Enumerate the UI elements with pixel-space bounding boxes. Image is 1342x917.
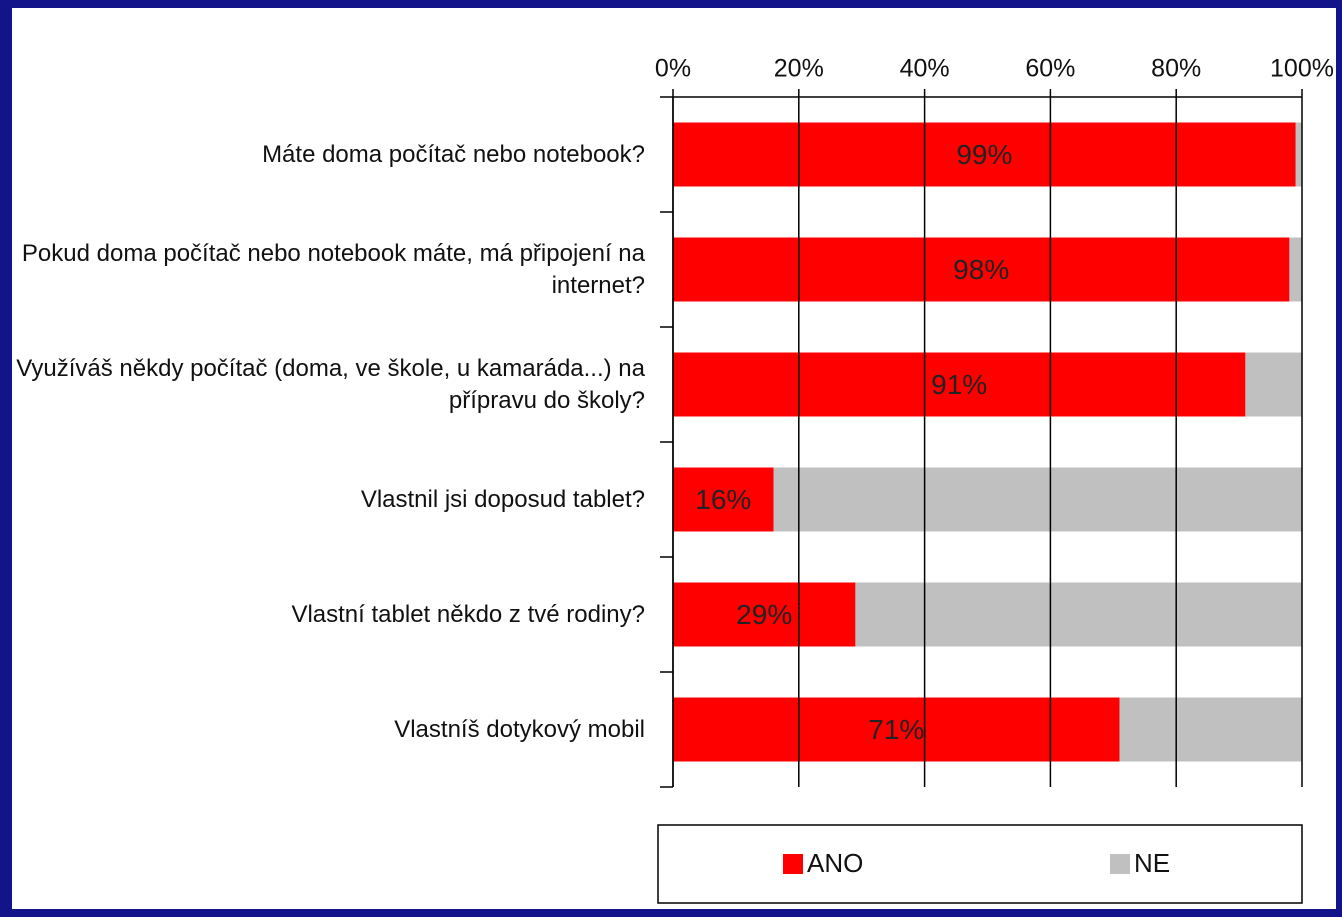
bar-segment — [1119, 697, 1302, 762]
category-label: Vlastní tablet někdo z tvé rodiny? — [291, 600, 645, 628]
category-label: Pokud doma počítač nebo notebook máte, m… — [21, 239, 645, 299]
value-label: 98% — [953, 254, 1009, 285]
bar-segment — [673, 582, 856, 647]
bar-segment — [673, 237, 1290, 302]
legend-label: NE — [1134, 848, 1170, 878]
value-label: 16% — [695, 484, 751, 515]
x-tick-label: 20% — [774, 55, 824, 83]
legend-swatch — [1110, 854, 1130, 874]
x-tick-label: 0% — [655, 55, 691, 83]
x-tick-label: 100% — [1270, 55, 1334, 83]
legend-swatch — [783, 854, 803, 874]
category-label: Máte doma počítač nebo notebook? — [262, 140, 645, 168]
bar-segment — [855, 582, 1302, 647]
legend-label: ANO — [807, 848, 863, 878]
bar-segment — [773, 467, 1302, 532]
bar-segment — [1295, 122, 1302, 187]
bar-segment — [1245, 352, 1302, 417]
value-label: 71% — [868, 714, 924, 745]
bar-segment — [673, 467, 774, 532]
value-label: 91% — [931, 369, 987, 400]
category-label: Vlastnil jsi doposud tablet? — [360, 485, 645, 513]
bar-segment — [673, 122, 1296, 187]
value-label: 99% — [956, 139, 1012, 170]
category-label: Vlastníš dotykový mobil — [394, 715, 645, 743]
category-label: Využíváš někdy počítač (doma, ve škole, … — [16, 354, 645, 414]
x-tick-label: 40% — [900, 55, 950, 83]
x-tick-label: 80% — [1151, 55, 1201, 83]
x-tick-label: 60% — [1025, 55, 1075, 83]
bar-segment — [673, 697, 1120, 762]
bar-segment — [673, 352, 1246, 417]
legend-box — [657, 824, 1303, 904]
value-label: 29% — [736, 599, 792, 630]
bar-segment — [1289, 237, 1302, 302]
